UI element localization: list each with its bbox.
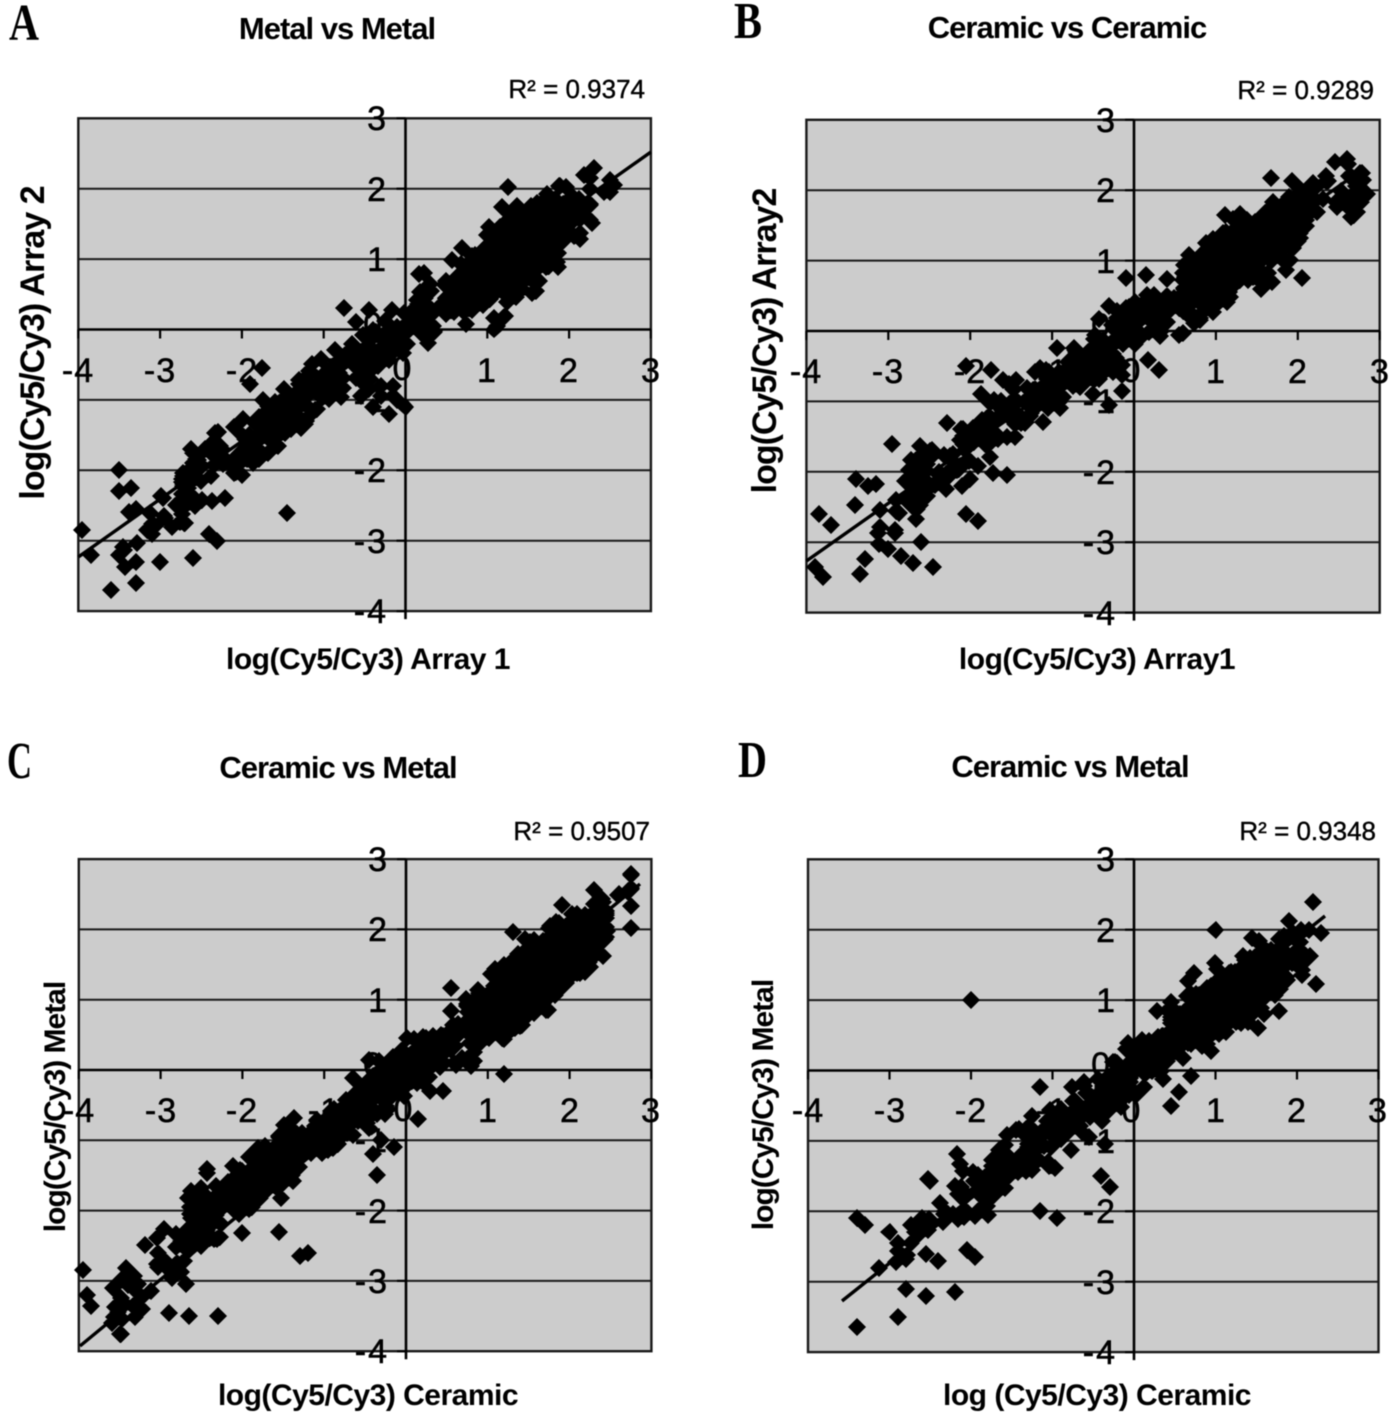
svg-text:R² = 0.9507: R² = 0.9507 bbox=[513, 816, 650, 846]
svg-text:-3: -3 bbox=[874, 1092, 906, 1130]
svg-text:2: 2 bbox=[1096, 172, 1117, 210]
svg-text:2: 2 bbox=[367, 171, 388, 209]
svg-text:-2: -2 bbox=[226, 1092, 258, 1130]
svg-text:-3: -3 bbox=[144, 352, 176, 390]
svg-text:A: A bbox=[9, 0, 39, 52]
svg-text:1: 1 bbox=[1096, 243, 1117, 281]
svg-text:3: 3 bbox=[641, 1092, 661, 1130]
svg-text:-3: -3 bbox=[145, 1092, 177, 1130]
svg-text:-4: -4 bbox=[355, 1333, 389, 1371]
svg-text:1: 1 bbox=[368, 982, 389, 1020]
svg-text:log (Cy5/Cy3) Ceramic: log (Cy5/Cy3) Ceramic bbox=[943, 1379, 1251, 1412]
svg-text:3: 3 bbox=[368, 841, 389, 879]
svg-text:3: 3 bbox=[367, 100, 388, 138]
svg-text:1: 1 bbox=[1206, 1092, 1226, 1130]
svg-text:-3: -3 bbox=[1083, 524, 1117, 562]
svg-text:-2: -2 bbox=[1083, 1193, 1117, 1231]
svg-text:3: 3 bbox=[1096, 102, 1117, 140]
svg-text:-3: -3 bbox=[354, 523, 388, 561]
svg-text:2: 2 bbox=[559, 352, 579, 390]
svg-text:1: 1 bbox=[477, 352, 497, 390]
svg-text:C: C bbox=[7, 733, 32, 790]
svg-text:Ceramic vs Ceramic: Ceramic vs Ceramic bbox=[928, 10, 1207, 45]
svg-text:-2: -2 bbox=[354, 452, 388, 490]
svg-text:-3: -3 bbox=[872, 353, 904, 391]
svg-text:log(Cy5/Cy3) Ceramic: log(Cy5/Cy3) Ceramic bbox=[218, 1379, 518, 1412]
svg-text:2: 2 bbox=[1288, 353, 1308, 391]
svg-text:R² = 0.9289: R² = 0.9289 bbox=[1237, 75, 1374, 105]
svg-text:log(Cy5/Cy3) Array 2: log(Cy5/Cy3) Array 2 bbox=[14, 186, 52, 499]
svg-text:3: 3 bbox=[1368, 1092, 1388, 1130]
svg-text:R² = 0.9348: R² = 0.9348 bbox=[1239, 816, 1376, 846]
svg-text:D: D bbox=[738, 732, 767, 789]
svg-text:-4: -4 bbox=[1083, 595, 1117, 633]
svg-text:2: 2 bbox=[1287, 1092, 1307, 1130]
svg-text:3: 3 bbox=[1096, 841, 1117, 879]
svg-text:3: 3 bbox=[641, 352, 661, 390]
svg-text:-4: -4 bbox=[790, 353, 822, 391]
svg-text:log(Cy5/Cy3) Array 1: log(Cy5/Cy3) Array 1 bbox=[226, 643, 510, 676]
svg-text:1: 1 bbox=[478, 1092, 498, 1130]
svg-text:log(Cy5/Cy3) Metal: log(Cy5/Cy3) Metal bbox=[39, 982, 72, 1232]
svg-text:Metal vs Metal: Metal vs Metal bbox=[239, 11, 435, 46]
svg-text:-4: -4 bbox=[1083, 1334, 1117, 1372]
svg-text:-4: -4 bbox=[63, 1092, 95, 1130]
svg-text:-3: -3 bbox=[1083, 1264, 1117, 1302]
svg-text:1: 1 bbox=[1096, 982, 1117, 1020]
svg-text:-2: -2 bbox=[954, 353, 986, 391]
svg-text:Ceramic vs Metal: Ceramic vs Metal bbox=[951, 749, 1188, 784]
svg-text:log(Cy5/Cy3) Array1: log(Cy5/Cy3) Array1 bbox=[959, 643, 1235, 676]
svg-text:-2: -2 bbox=[355, 1193, 389, 1231]
svg-text:R² = 0.9374: R² = 0.9374 bbox=[508, 74, 645, 104]
svg-text:1: 1 bbox=[367, 241, 388, 279]
svg-text:2: 2 bbox=[560, 1092, 580, 1130]
svg-text:3: 3 bbox=[1370, 353, 1390, 391]
svg-text:log(Cy5/Cy3) Array2: log(Cy5/Cy3) Array2 bbox=[746, 189, 784, 494]
svg-text:2: 2 bbox=[1096, 912, 1117, 950]
svg-text:-4: -4 bbox=[62, 352, 94, 390]
svg-text:Ceramic vs Metal: Ceramic vs Metal bbox=[219, 750, 456, 785]
svg-text:-2: -2 bbox=[955, 1092, 987, 1130]
svg-text:-3: -3 bbox=[355, 1263, 389, 1301]
svg-text:-4: -4 bbox=[354, 593, 388, 631]
svg-text:-4: -4 bbox=[792, 1092, 824, 1130]
svg-text:log(Cy5/Cy3) Metal: log(Cy5/Cy3) Metal bbox=[747, 980, 780, 1230]
svg-text:2: 2 bbox=[368, 911, 389, 949]
svg-text:1: 1 bbox=[1206, 353, 1226, 391]
svg-text:-2: -2 bbox=[1083, 454, 1117, 492]
svg-text:B: B bbox=[734, 0, 762, 50]
